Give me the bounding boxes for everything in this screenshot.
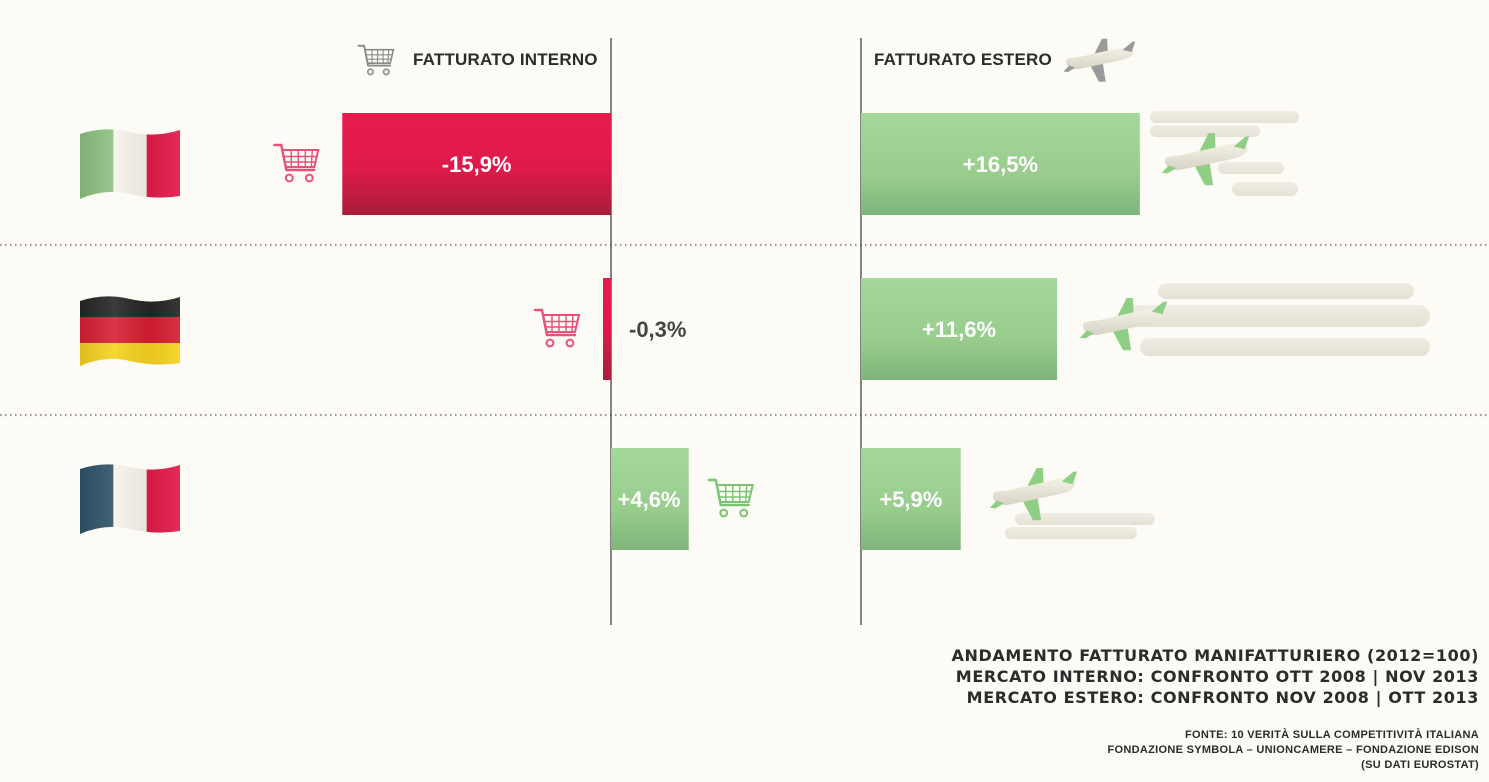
italy-flag bbox=[80, 129, 180, 199]
shopping-cart-icon bbox=[273, 143, 320, 183]
airplane-icon bbox=[1161, 133, 1250, 186]
header-internal-turnover: FATTURATO INTERNO bbox=[413, 50, 598, 69]
airplane-icon bbox=[1063, 38, 1136, 82]
source-line-2: FONDAZIONE SYMBOLA – UNIONCAMERE – FONDA… bbox=[1107, 744, 1479, 756]
bar-external-0 bbox=[861, 113, 1140, 215]
cloud-shape bbox=[1140, 338, 1430, 356]
value-label-external-1: +11,6% bbox=[922, 317, 996, 342]
airplane-icon bbox=[989, 468, 1078, 521]
bar-internal-1 bbox=[603, 278, 611, 380]
value-label-internal-1: -0,3% bbox=[629, 317, 686, 342]
bar-external-1 bbox=[861, 278, 1058, 380]
source-line-1: FONTE: 10 VERITÀ SULLA COMPETITIVITÀ ITA… bbox=[1185, 729, 1479, 741]
header-external-turnover: FATTURATO ESTERO bbox=[874, 50, 1052, 69]
source-line-3: (SU DATI EUROSTAT) bbox=[1361, 759, 1479, 771]
caption-line-3: MERCATO ESTERO: CONFRONTO NOV 2008 | OTT… bbox=[966, 688, 1479, 707]
cloud-shape bbox=[1150, 111, 1299, 123]
value-label-internal-2: +4,6% bbox=[618, 487, 681, 512]
shopping-cart-icon bbox=[357, 44, 395, 76]
value-label-internal-0: -15,9% bbox=[442, 152, 512, 177]
germany-flag bbox=[80, 296, 180, 366]
caption-line-2: MERCATO INTERNO: CONFRONTO OTT 2008 | NO… bbox=[955, 667, 1479, 686]
cloud-shape bbox=[1015, 513, 1155, 525]
value-label-external-0: +16,5% bbox=[963, 152, 1038, 177]
cloud-shape bbox=[1150, 125, 1260, 137]
bar-internal-2 bbox=[611, 448, 689, 550]
value-label-external-2: +5,9% bbox=[879, 487, 942, 512]
france-flag bbox=[80, 464, 180, 534]
shopping-cart-icon bbox=[707, 478, 754, 518]
shopping-cart-icon bbox=[533, 308, 581, 348]
cloud-shape bbox=[1232, 182, 1298, 196]
cloud-shape bbox=[1125, 305, 1430, 327]
cloud-shape bbox=[1158, 283, 1414, 299]
bar-internal-0 bbox=[342, 113, 611, 215]
chart-caption: ANDAMENTO FATTURATO MANIFATTURIERO (2012… bbox=[952, 645, 1479, 708]
cloud-shape bbox=[1218, 162, 1284, 174]
cloud-shape bbox=[1005, 527, 1137, 539]
chart-source: FONTE: 10 VERITÀ SULLA COMPETITIVITÀ ITA… bbox=[1108, 728, 1480, 773]
caption-line-1: ANDAMENTO FATTURATO MANIFATTURIERO (2012… bbox=[951, 646, 1479, 665]
bar-external-2 bbox=[861, 448, 961, 550]
